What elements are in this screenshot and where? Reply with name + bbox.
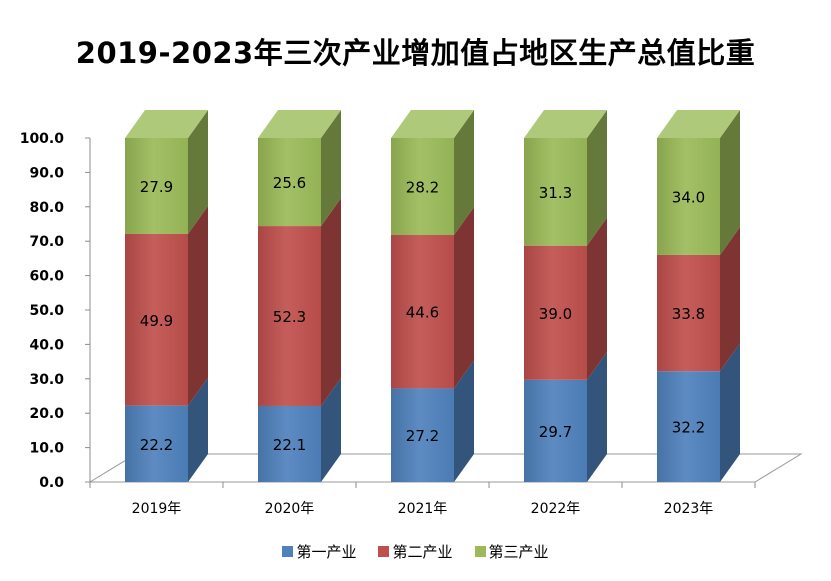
data-label: 25.6: [273, 174, 306, 192]
y-tick-label: 40.0: [29, 337, 64, 353]
data-label: 29.7: [539, 423, 572, 441]
bar-top-第三产业: [125, 110, 208, 138]
bar-segment-第一产业: [258, 405, 321, 482]
data-label: 32.2: [672, 419, 705, 437]
bar-side-第三产业: [720, 110, 740, 255]
x-tick-label: 2023年: [664, 501, 714, 517]
bar-side-第二产业: [720, 226, 740, 372]
bar-side-第一产业: [188, 377, 208, 482]
legend-swatch-primary: [282, 546, 294, 557]
legend-label-primary: 第一产业: [296, 543, 357, 561]
bar-segment-第三产业: [657, 138, 720, 255]
legend-item-tertiary: 第三产业: [474, 541, 549, 562]
y-tick-label: 100.0: [20, 131, 65, 147]
x-tick-label: 2021年: [398, 501, 448, 517]
data-label: 33.8: [672, 305, 705, 323]
y-tick-label: 10.0: [29, 441, 64, 457]
legend-swatch-tertiary: [474, 546, 486, 557]
bar-segment-第二产业: [524, 245, 587, 380]
bar-segment-第三产业: [125, 138, 188, 234]
data-label: 27.9: [140, 178, 173, 196]
y-tick-label: 0.0: [39, 475, 64, 491]
legend: 第一产业 第二产业 第三产业: [0, 541, 831, 562]
bar-side-第一产业: [454, 360, 474, 482]
data-label: 52.3: [273, 308, 306, 326]
bar-segment-第三产业: [258, 138, 321, 227]
data-label: 39.0: [539, 305, 572, 323]
chart-title: 2019-2023年三次产业增加值占地区生产总值比重: [75, 36, 756, 70]
bar-segment-第一产业: [524, 379, 587, 482]
y-tick-label: 20.0: [29, 406, 64, 422]
x-tick-label: 2019年: [132, 501, 182, 517]
data-label: 34.0: [672, 188, 705, 206]
bar-segment-第二产业: [391, 235, 454, 389]
bar-side-第三产业: [454, 110, 474, 236]
bar-top-第三产业: [524, 110, 607, 138]
data-label: 49.9: [140, 312, 173, 330]
data-label: 22.2: [140, 436, 173, 454]
legend-item-primary: 第一产业: [282, 541, 356, 562]
bar-top-第三产业: [258, 110, 341, 138]
data-label: 28.2: [406, 179, 439, 197]
bar-side-第二产业: [321, 198, 341, 406]
legend-label-tertiary: 第三产业: [488, 543, 549, 561]
bar-side-第二产业: [454, 207, 474, 389]
bar-segment-第二产业: [125, 233, 188, 406]
bar-top-第三产业: [391, 110, 474, 138]
bar-segment-第一产业: [125, 405, 188, 482]
bar-side-第三产业: [321, 110, 341, 227]
bar-segment-第一产业: [391, 388, 454, 482]
y-tick-label: 80.0: [29, 200, 64, 216]
bar-top-第三产业: [657, 110, 740, 138]
bar-segment-第二产业: [657, 254, 720, 372]
bar-side-第一产业: [321, 377, 341, 482]
y-tick-label: 30.0: [29, 372, 64, 388]
bar-side-第二产业: [188, 205, 208, 406]
bar-side-第一产业: [720, 343, 740, 482]
bar-side-第一产业: [587, 351, 607, 482]
bar-side-第三产业: [587, 110, 607, 246]
bar-segment-第二产业: [258, 226, 321, 406]
data-label: 27.2: [406, 427, 439, 445]
data-label: 31.3: [539, 184, 572, 202]
bar-segment-第三产业: [524, 138, 587, 246]
legend-item-secondary: 第二产业: [378, 541, 453, 562]
bar-side-第二产业: [587, 217, 607, 380]
y-tick-label: 70.0: [29, 234, 64, 250]
x-tick-label: 2022年: [531, 501, 581, 517]
y-tick-label: 60.0: [29, 269, 64, 285]
x-tick-label: 2020年: [265, 501, 315, 517]
legend-swatch-secondary: [378, 546, 390, 557]
legend-label-secondary: 第二产业: [392, 543, 453, 561]
y-tick-label: 90.0: [29, 165, 64, 181]
y-tick-label: 50.0: [29, 303, 64, 319]
bar-side-第三产业: [188, 110, 208, 234]
bar-segment-第一产业: [657, 371, 720, 482]
data-label: 22.1: [273, 436, 306, 454]
bar-segment-第三产业: [391, 138, 454, 236]
data-label: 44.6: [406, 304, 439, 322]
